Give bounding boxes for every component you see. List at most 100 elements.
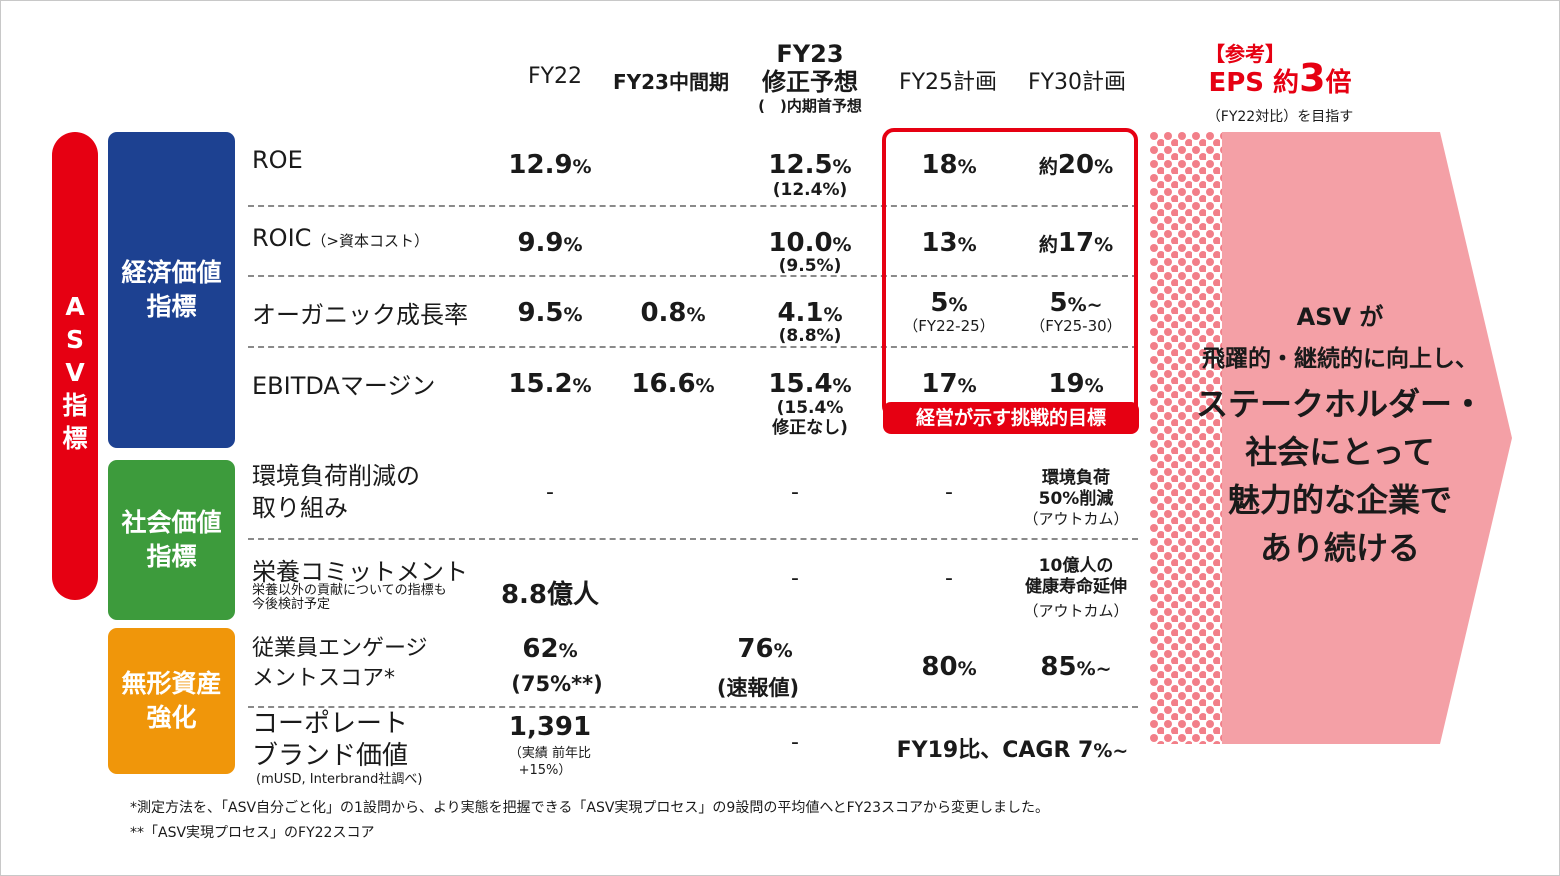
footnote-1: *測定方法を、「ASV自分ごと化」の1設問から、より実態を把握できる「ASV実現…	[130, 800, 1050, 816]
challenging-target-label: 経営が示す挑戦的目標	[883, 402, 1139, 434]
environment-label-line2: 取り組み	[252, 494, 348, 522]
reference-note: （FY22対比）を目指す	[1206, 109, 1354, 125]
column-header-fy23-revised: FY23 修正予想 ( )内期首予想	[735, 40, 885, 116]
brand-label-line1: コーポレート	[252, 709, 409, 739]
engagement-fy30: 85%~	[1040, 652, 1112, 682]
reference-eps: EPS 約3倍	[1180, 56, 1380, 105]
row-divider	[248, 706, 1138, 708]
column-header-fy23-interim: FY23中間期	[613, 70, 729, 94]
category-economic-line2: 指標	[146, 292, 197, 321]
row-label-ebitda-margin: EBITDAマージン	[252, 372, 436, 400]
eps-suffix: 倍	[1325, 68, 1352, 98]
column-header-fy30: FY30計画	[1027, 70, 1127, 95]
roic-fy25: 13%	[921, 228, 977, 258]
column-header-fy25: FY25計画	[898, 70, 998, 95]
ebitda-fy22: 15.2%	[508, 369, 592, 399]
ebitda-fy23-revised: 15.4%	[768, 369, 852, 399]
organic-fy22: 9.5%	[517, 298, 583, 328]
row-divider	[248, 275, 1138, 277]
organic-fy30: 5%~	[1049, 288, 1103, 318]
nutrition-fy30-line2: 健康寿命延伸	[1025, 577, 1127, 597]
category-social-line2: 指標	[146, 542, 197, 571]
asv-char: A	[65, 292, 85, 321]
category-intangible: 無形資産 強化	[108, 628, 235, 774]
arrow-shape	[1222, 132, 1512, 744]
roe-fy30: 約20%	[1038, 150, 1114, 180]
arrow-text-line1: ASV が	[1296, 303, 1384, 331]
row-label-brand: コーポレート ブランド価値	[252, 708, 408, 772]
category-intangible-line2: 強化	[146, 703, 197, 732]
environment-fy23-revised: -	[791, 480, 799, 505]
nutrition-fy30-line1: 10億人の	[1038, 556, 1114, 576]
arrow-text-line6: あり続ける	[1259, 529, 1420, 567]
category-economic-line1: 経済価値	[121, 258, 222, 287]
brand-fy22-note-line2: +15%）	[518, 763, 572, 778]
engagement-fy23-revised-sub: (速報値)	[716, 676, 800, 700]
engagement-fy25: 80%	[921, 652, 977, 682]
organic-fy23-revised: 4.1%	[777, 298, 843, 328]
row-label-nutrition: 栄養コミットメント	[252, 558, 468, 586]
asv-char: V	[65, 358, 85, 387]
brand-fy23-revised: -	[791, 730, 799, 755]
ebitda-fy23-initial-line1: (15.4%	[776, 398, 844, 418]
arrow-text-line4: 社会にとって	[1245, 433, 1435, 471]
roic-fy22: 9.9%	[517, 228, 583, 258]
environment-fy30-note: （アウトカム）	[1023, 510, 1129, 528]
row-divider	[248, 346, 1138, 348]
dot-pattern	[1150, 132, 1228, 744]
brand-fy25-fy30: FY19比、CAGR 7%~	[896, 738, 1129, 763]
brand-fy22-note-line1: （実績 前年比	[508, 746, 592, 761]
eps-prefix: EPS 約	[1208, 68, 1300, 98]
row-label-organic-growth: オーガニック成長率	[252, 301, 468, 329]
row-divider	[248, 205, 1138, 207]
ebitda-fy25: 17%	[921, 369, 977, 399]
roe-fy23-initial: (12.4%)	[772, 180, 848, 200]
roic-fy30: 約17%	[1038, 228, 1114, 258]
nutrition-note-line2: 今後検討予定	[252, 597, 331, 612]
reference-tag: 【参考】	[1205, 42, 1285, 66]
engagement-fy23-revised: 76%	[737, 634, 793, 664]
column-header-fy23-revised-line2: 修正予想	[762, 68, 858, 96]
engagement-label-line1: 従業員エンゲージ	[252, 636, 428, 661]
roe-fy25: 18%	[921, 150, 977, 180]
organic-fy30-note: （FY25-30）	[1030, 317, 1122, 335]
brand-fy22: 1,391	[508, 712, 592, 742]
asv-char: 指	[62, 391, 88, 420]
eps-number: 3	[1299, 56, 1326, 100]
environment-label-line1: 環境負荷削減の	[252, 462, 420, 490]
row-label-roe: ROE	[252, 146, 303, 174]
brand-note: (mUSD, Interbrand社調べ)	[256, 772, 423, 787]
category-social-line1: 社会価値	[121, 508, 222, 537]
column-header-fy23-revised-line1: FY23	[776, 40, 844, 68]
arrow-text-line2: 飛躍的・継続的に向上し、	[1202, 346, 1478, 372]
engagement-fy22-sub: (75%**)	[511, 672, 603, 696]
asv-char: 標	[62, 424, 88, 453]
roe-fy22: 12.9%	[508, 150, 592, 180]
column-header-fy23-revised-note: ( )内期首予想	[758, 97, 862, 115]
engagement-fy22: 62%	[522, 634, 578, 664]
environment-fy25: -	[945, 480, 953, 505]
organic-fy25-note: （FY22-25）	[903, 317, 995, 335]
category-economic: 経済価値 指標	[108, 132, 235, 448]
category-intangible-line1: 無形資産	[121, 669, 222, 698]
roic-note: （>資本コスト）	[311, 232, 429, 250]
footnote-2: **「ASV実現プロセス」のFY22スコア	[130, 825, 375, 841]
roic-fy23-initial: (9.5%)	[778, 256, 842, 276]
environment-fy22: -	[546, 480, 554, 505]
roic-fy23-revised: 10.0%	[768, 228, 852, 258]
brand-label-line2: ブランド価値	[252, 741, 409, 771]
row-label-engagement: 従業員エンゲージ メントスコア*	[252, 634, 428, 694]
row-label-environment: 環境負荷削減の 取り組み	[252, 460, 420, 524]
asv-arrow	[1150, 132, 1512, 744]
nutrition-fy25: -	[945, 566, 953, 591]
arrow-text-line5: 魅力的な企業で	[1227, 481, 1452, 519]
organic-fy23-interim: 0.8%	[640, 298, 706, 328]
ebitda-fy30: 19%	[1048, 369, 1104, 399]
ebitda-fy23-interim: 16.6%	[631, 369, 715, 399]
organic-fy23-initial: (8.8%)	[778, 326, 842, 346]
nutrition-fy22: 8.8億人	[500, 580, 600, 610]
category-social: 社会価値 指標	[108, 460, 235, 620]
environment-fy30-line2: 50%削減	[1038, 489, 1114, 509]
organic-fy25: 5%	[930, 288, 968, 318]
engagement-label-line2: メントスコア*	[252, 666, 396, 691]
